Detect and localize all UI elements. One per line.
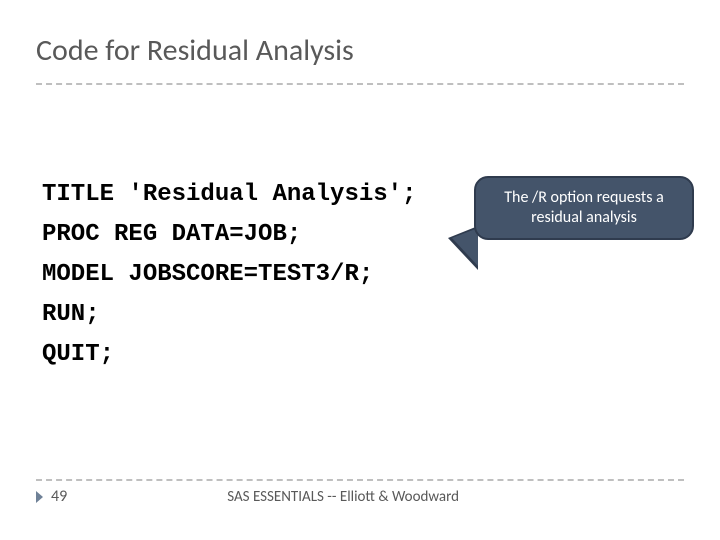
page-marker-icon (36, 491, 43, 503)
code-line: QUIT; (42, 335, 682, 375)
callout-text-line2: residual analysis (531, 208, 637, 227)
footer-row: 49 SAS ESSENTIALS -- Elliott & Woodward (36, 487, 684, 506)
footer-divider (36, 479, 684, 481)
code-line: RUN; (42, 295, 682, 335)
footer: 49 SAS ESSENTIALS -- Elliott & Woodward (36, 479, 684, 506)
title-divider (36, 83, 684, 85)
code-line: MODEL JOBSCORE=TEST3/R; (42, 255, 682, 295)
footer-text: SAS ESSENTIALS -- Elliott & Woodward (227, 488, 459, 506)
callout-text-line1: The /R option requests a (504, 188, 664, 207)
callout-box: The /R option requests a residual analys… (474, 176, 694, 240)
slide: Code for Residual Analysis TITLE 'Residu… (0, 0, 720, 540)
slide-title: Code for Residual Analysis (36, 32, 684, 79)
page-number: 49 (51, 487, 67, 506)
callout-pointer (452, 228, 478, 266)
callout: The /R option requests a residual analys… (474, 176, 694, 240)
